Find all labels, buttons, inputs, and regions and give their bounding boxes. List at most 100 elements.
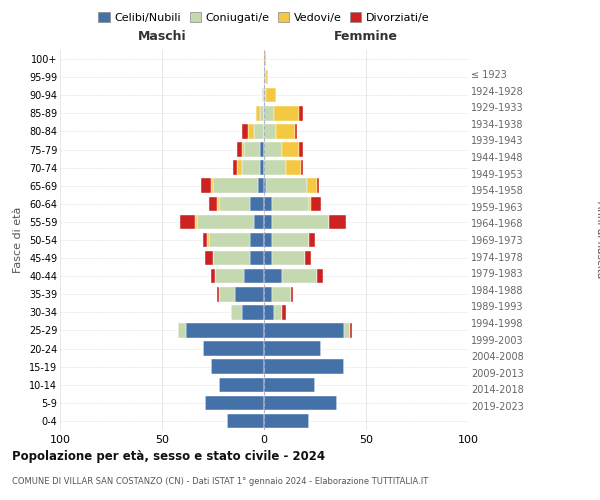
- Bar: [264, 378, 315, 392]
- Bar: [276, 124, 295, 138]
- Bar: [264, 287, 272, 302]
- Bar: [209, 233, 250, 247]
- Bar: [264, 70, 266, 84]
- Bar: [254, 214, 264, 229]
- Bar: [274, 106, 299, 120]
- Bar: [209, 196, 217, 211]
- Bar: [307, 178, 317, 193]
- Text: Maschi: Maschi: [137, 30, 187, 43]
- Bar: [250, 233, 264, 247]
- Bar: [264, 88, 266, 102]
- Bar: [264, 342, 321, 356]
- Bar: [235, 287, 264, 302]
- Bar: [264, 214, 272, 229]
- Bar: [227, 414, 264, 428]
- Bar: [264, 269, 283, 283]
- Bar: [242, 142, 244, 157]
- Bar: [217, 196, 219, 211]
- Bar: [211, 360, 264, 374]
- Bar: [272, 233, 309, 247]
- Bar: [283, 142, 299, 157]
- Bar: [211, 178, 213, 193]
- Bar: [266, 88, 276, 102]
- Bar: [254, 124, 264, 138]
- Y-axis label: Fasce di età: Fasce di età: [13, 207, 23, 273]
- Bar: [309, 233, 315, 247]
- Y-axis label: Anni di nascita: Anni di nascita: [595, 202, 600, 278]
- Bar: [260, 160, 264, 175]
- Text: COMUNE DI VILLAR SAN COSTANZO (CN) - Dati ISTAT 1° gennaio 2024 - Elaborazione T: COMUNE DI VILLAR SAN COSTANZO (CN) - Dat…: [12, 478, 428, 486]
- Bar: [272, 251, 305, 266]
- Bar: [207, 233, 209, 247]
- Bar: [299, 106, 303, 120]
- Bar: [329, 214, 346, 229]
- Bar: [264, 142, 283, 157]
- Bar: [219, 196, 250, 211]
- Bar: [260, 106, 264, 120]
- Bar: [238, 160, 242, 175]
- Bar: [205, 396, 264, 410]
- Bar: [264, 160, 286, 175]
- Bar: [317, 178, 319, 193]
- Bar: [264, 196, 272, 211]
- Legend: Celibi/Nubili, Coniugati/e, Vedovi/e, Divorziati/e: Celibi/Nubili, Coniugati/e, Vedovi/e, Di…: [94, 8, 434, 28]
- Bar: [266, 70, 268, 84]
- Bar: [305, 251, 311, 266]
- Bar: [264, 396, 337, 410]
- Bar: [238, 142, 242, 157]
- Bar: [201, 178, 211, 193]
- Bar: [205, 251, 213, 266]
- Bar: [248, 124, 254, 138]
- Bar: [299, 142, 303, 157]
- Bar: [219, 378, 264, 392]
- Bar: [264, 52, 266, 66]
- Bar: [309, 196, 311, 211]
- Bar: [272, 214, 329, 229]
- Bar: [219, 287, 235, 302]
- Bar: [272, 196, 309, 211]
- Bar: [283, 305, 286, 320]
- Bar: [274, 305, 283, 320]
- Bar: [272, 287, 290, 302]
- Bar: [317, 269, 323, 283]
- Bar: [344, 323, 350, 338]
- Bar: [264, 233, 272, 247]
- Bar: [181, 214, 194, 229]
- Bar: [286, 160, 301, 175]
- Bar: [264, 124, 276, 138]
- Bar: [250, 251, 264, 266]
- Bar: [264, 106, 274, 120]
- Bar: [264, 323, 344, 338]
- Bar: [250, 196, 264, 211]
- Bar: [242, 124, 248, 138]
- Bar: [301, 160, 303, 175]
- Bar: [283, 269, 317, 283]
- Bar: [232, 305, 242, 320]
- Bar: [264, 251, 272, 266]
- Bar: [242, 305, 264, 320]
- Bar: [233, 160, 238, 175]
- Bar: [197, 214, 254, 229]
- Bar: [213, 251, 250, 266]
- Bar: [258, 178, 264, 193]
- Bar: [215, 269, 244, 283]
- Bar: [244, 142, 260, 157]
- Bar: [203, 342, 264, 356]
- Bar: [194, 214, 197, 229]
- Bar: [264, 305, 274, 320]
- Bar: [178, 323, 187, 338]
- Bar: [266, 178, 307, 193]
- Bar: [213, 178, 258, 193]
- Bar: [264, 178, 266, 193]
- Bar: [311, 196, 321, 211]
- Text: Femmine: Femmine: [334, 30, 398, 43]
- Bar: [256, 106, 260, 120]
- Bar: [290, 287, 293, 302]
- Bar: [211, 269, 215, 283]
- Bar: [187, 323, 264, 338]
- Text: Popolazione per età, sesso e stato civile - 2024: Popolazione per età, sesso e stato civil…: [12, 450, 325, 463]
- Bar: [262, 88, 264, 102]
- Bar: [244, 269, 264, 283]
- Bar: [217, 287, 219, 302]
- Bar: [350, 323, 352, 338]
